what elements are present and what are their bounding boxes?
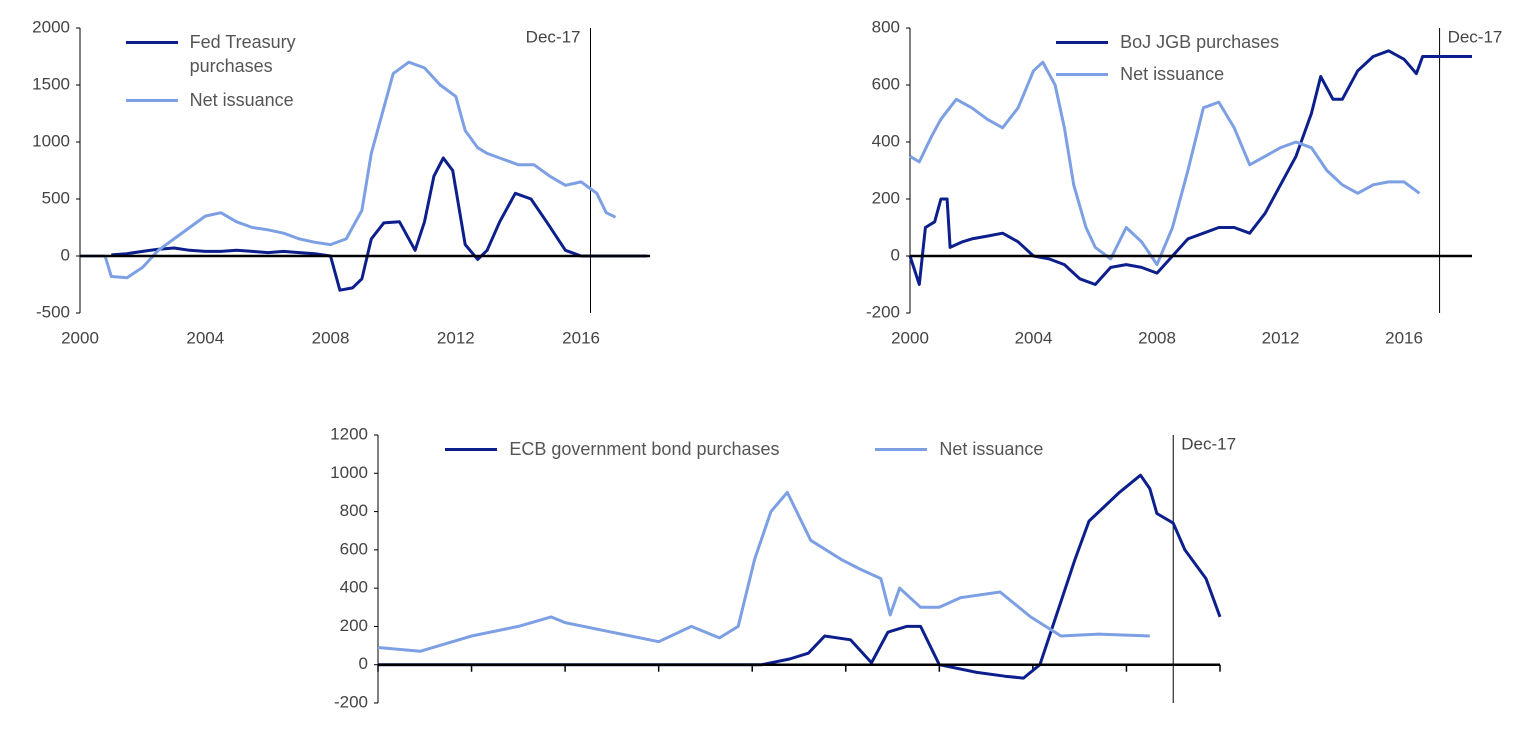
- x-tick-label: 2004: [1015, 328, 1053, 347]
- y-tick-label: 0: [359, 654, 368, 673]
- legend-entry: BoJ JGB purchases: [1056, 30, 1396, 54]
- legend-item: Net issuance: [1056, 62, 1396, 86]
- series-line: [908, 49, 1472, 286]
- y-tick-label: -200: [866, 302, 900, 321]
- x-tick-label: 2004: [186, 328, 224, 347]
- legend-item: Net issuance: [875, 437, 1215, 461]
- y-tick-label: 200: [340, 616, 368, 635]
- legend-label: BoJ JGB purchases: [1120, 32, 1280, 52]
- legend-label: Net issuance: [189, 90, 294, 110]
- x-tick-label: 2008: [1138, 328, 1176, 347]
- y-tick-label: 0: [891, 245, 900, 264]
- series-line: [378, 473, 1222, 680]
- x-tick-label: 2016: [562, 328, 600, 347]
- x-tick-label: 2000: [61, 328, 99, 347]
- series-line: [111, 156, 647, 292]
- y-tick-label: 800: [340, 501, 368, 520]
- legend-entry: Net issuance: [125, 88, 466, 112]
- y-tick-label: 1500: [32, 74, 70, 93]
- y-tick-label: 500: [42, 188, 70, 207]
- legend-label: Net issuance: [939, 439, 1044, 459]
- x-tick-label: 2016: [1385, 328, 1423, 347]
- legend-entry: ECB government bond purchases: [445, 437, 785, 461]
- x-tick-label: 2000: [891, 328, 929, 347]
- legend-swatch: [1056, 41, 1109, 44]
- legend-label: Fed Treasury purchases: [189, 32, 296, 76]
- y-tick-label: 2000: [32, 17, 70, 36]
- y-tick-label: 600: [872, 74, 900, 93]
- y-tick-label: 200: [872, 188, 900, 207]
- x-tick-label: 2008: [312, 328, 350, 347]
- legend-entry: Fed Treasury purchases: [125, 30, 466, 78]
- legend-entry: Net issuance: [1056, 62, 1396, 86]
- series-line: [80, 60, 617, 280]
- y-tick-label: 1200: [330, 424, 368, 443]
- series-line: [377, 490, 1150, 653]
- legend-item: Net issuance: [125, 88, 466, 112]
- legend-swatch: [125, 41, 178, 44]
- series-line: [909, 60, 1421, 267]
- legend-entry: Net issuance: [875, 437, 1215, 461]
- y-tick-label: 600: [340, 539, 368, 558]
- y-tick-label: 1000: [32, 131, 70, 150]
- legend-swatch: [445, 448, 498, 451]
- legend-label: ECB government bond purchases: [509, 439, 780, 459]
- y-tick-label: -500: [36, 302, 70, 321]
- legend-swatch: [125, 99, 178, 102]
- legend-item: ECB government bond purchases: [445, 437, 785, 461]
- y-tick-label: 800: [872, 17, 900, 36]
- legend-swatch: [1056, 73, 1109, 76]
- x-tick-label: 2012: [437, 328, 475, 347]
- legend-swatch: [875, 448, 928, 451]
- y-tick-label: -200: [334, 692, 368, 711]
- y-tick-label: 1000: [330, 463, 368, 482]
- x-tick-label: 2012: [1262, 328, 1300, 347]
- reference-label: Dec-17: [1181, 434, 1236, 453]
- reference-label: Dec-17: [1448, 27, 1503, 46]
- y-tick-label: 400: [872, 131, 900, 150]
- y-tick-label: 0: [61, 245, 70, 264]
- y-tick-label: 400: [340, 578, 368, 597]
- legend-label: Net issuance: [1120, 64, 1225, 84]
- legend-item: BoJ JGB purchases: [1056, 30, 1396, 54]
- reference-label: Dec-17: [526, 27, 581, 46]
- legend-item: Fed Treasury purchases: [125, 30, 466, 78]
